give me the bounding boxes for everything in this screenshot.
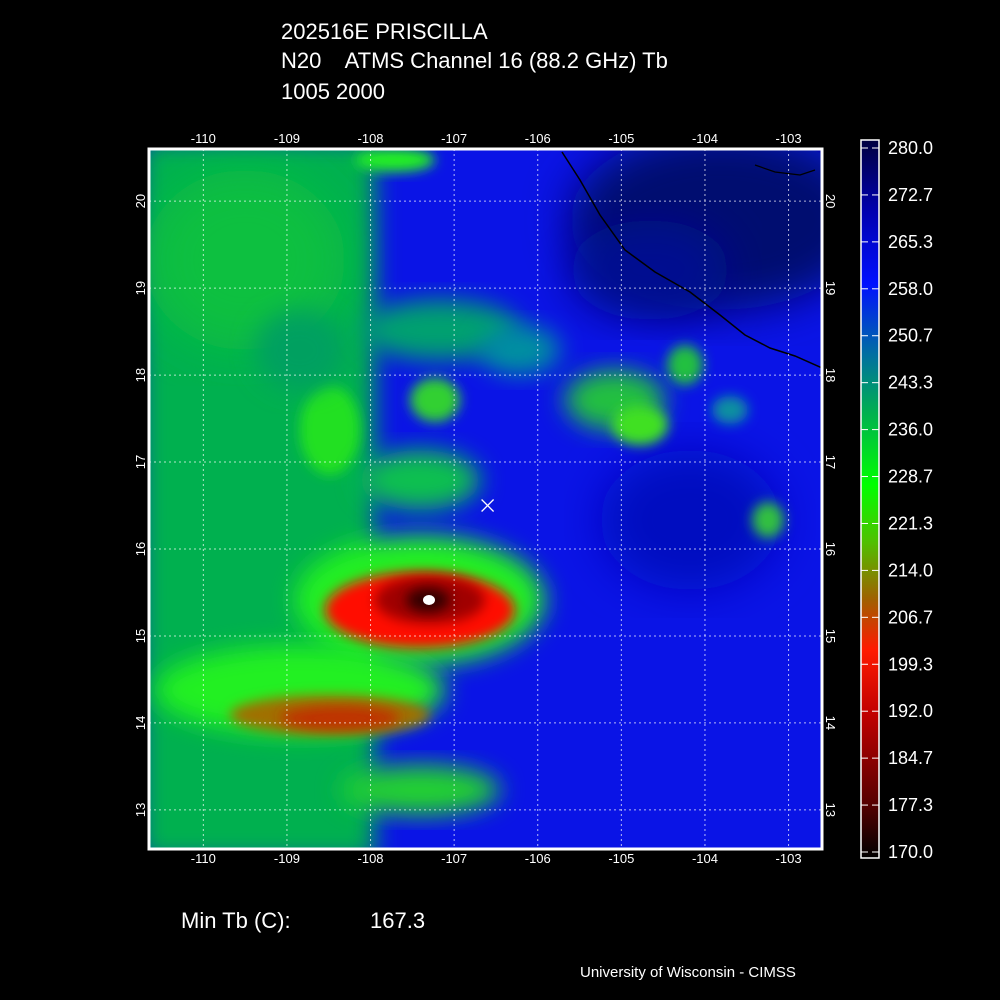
lat-tick-label: 13 <box>133 803 148 817</box>
lon-tick-label: -103 <box>776 851 802 866</box>
title-datetime: 1005 2000 <box>281 79 385 104</box>
lon-tick-label: -106 <box>525 131 551 146</box>
lon-tick-label: -109 <box>274 131 300 146</box>
lon-tick-label: -105 <box>608 131 634 146</box>
lon-tick-label: -104 <box>692 131 718 146</box>
colorbar-label: 258.0 <box>888 279 933 299</box>
colorbar-label: 228.7 <box>888 467 933 487</box>
colorbar-label: 206.7 <box>888 607 933 627</box>
lon-tick-label: -106 <box>525 851 551 866</box>
lon-tick-label: -105 <box>608 851 634 866</box>
colorbar-label: 265.3 <box>888 232 933 252</box>
tb-imagery <box>149 149 822 849</box>
x-marker-icon <box>481 499 495 512</box>
lat-labels-left: 20 19 18 17 16 15 14 13 <box>133 194 148 817</box>
lat-tick-label: 18 <box>133 368 148 382</box>
colorbar-label: 221.3 <box>888 513 933 533</box>
lon-tick-label: -107 <box>441 851 467 866</box>
lon-tick-label: -108 <box>358 131 384 146</box>
colorbar-label: 192.0 <box>888 701 933 721</box>
lon-tick-label: -109 <box>274 851 300 866</box>
graticule <box>149 149 822 849</box>
lon-tick-label: -110 <box>191 131 216 146</box>
title-sensor: N20 ATMS Channel 16 (88.2 GHz) Tb <box>281 48 668 73</box>
colorbar-frame <box>860 139 880 859</box>
lon-tick-label: -110 <box>191 851 216 866</box>
colorbar-label: 250.7 <box>888 326 933 346</box>
lat-tick-label: 13 <box>823 803 838 817</box>
lon-tick-label: -108 <box>358 851 384 866</box>
colorbar-ramp <box>861 140 879 858</box>
colorbar-label: 184.7 <box>888 748 933 768</box>
lat-tick-label: 17 <box>823 455 838 469</box>
credit-text: University of Wisconsin - CIMSS <box>580 964 796 981</box>
lat-tick-label: 16 <box>823 542 838 556</box>
colorbar-label: 236.0 <box>888 420 933 440</box>
lat-tick-label: 14 <box>823 716 838 730</box>
lat-tick-label: 15 <box>823 629 838 643</box>
lon-labels-bottom: -110 -109 -108 -107 -106 -105 -104 -103 <box>191 851 802 866</box>
title-storm-name: 202516E PRISCILLA <box>281 19 488 44</box>
map-frame <box>147 147 824 851</box>
lon-labels-top: -110 -109 -108 -107 -106 -105 -104 -103 <box>191 131 802 146</box>
lat-tick-label: 18 <box>823 368 838 382</box>
colorbar-ticks: 280.0 272.7 265.3 258.0 250.7 243.3 236.0 228.7… <box>861 138 933 862</box>
lon-tick-label: -104 <box>692 851 718 866</box>
x-marker-stroke <box>481 499 495 512</box>
colorbar-label: 214.0 <box>888 560 933 580</box>
lat-tick-label: 20 <box>823 194 838 208</box>
lat-tick-label: 16 <box>133 542 148 556</box>
coastline <box>561 151 822 369</box>
colorbar-label: 280.0 <box>888 138 933 158</box>
lat-tick-label: 15 <box>133 629 148 643</box>
colorbar-label: 199.3 <box>888 654 933 674</box>
colorbar-label: 177.3 <box>888 795 933 815</box>
min-tb-value: 167.3 <box>370 908 426 933</box>
lat-labels-right: 20 19 18 17 16 15 14 13 <box>823 194 838 817</box>
min-tb-label: Min Tb (C): <box>181 908 291 933</box>
lat-tick-label: 20 <box>133 194 148 208</box>
lat-tick-label: 14 <box>133 716 148 730</box>
lon-tick-label: -103 <box>776 131 802 146</box>
lon-tick-label: -107 <box>441 131 467 146</box>
lat-tick-label: 17 <box>133 455 148 469</box>
colorbar-label: 272.7 <box>888 185 933 205</box>
colorbar-label: 170.0 <box>888 842 933 862</box>
lat-tick-label: 19 <box>823 281 838 295</box>
colorbar-label: 243.3 <box>888 373 933 393</box>
lat-tick-label: 19 <box>133 281 148 295</box>
